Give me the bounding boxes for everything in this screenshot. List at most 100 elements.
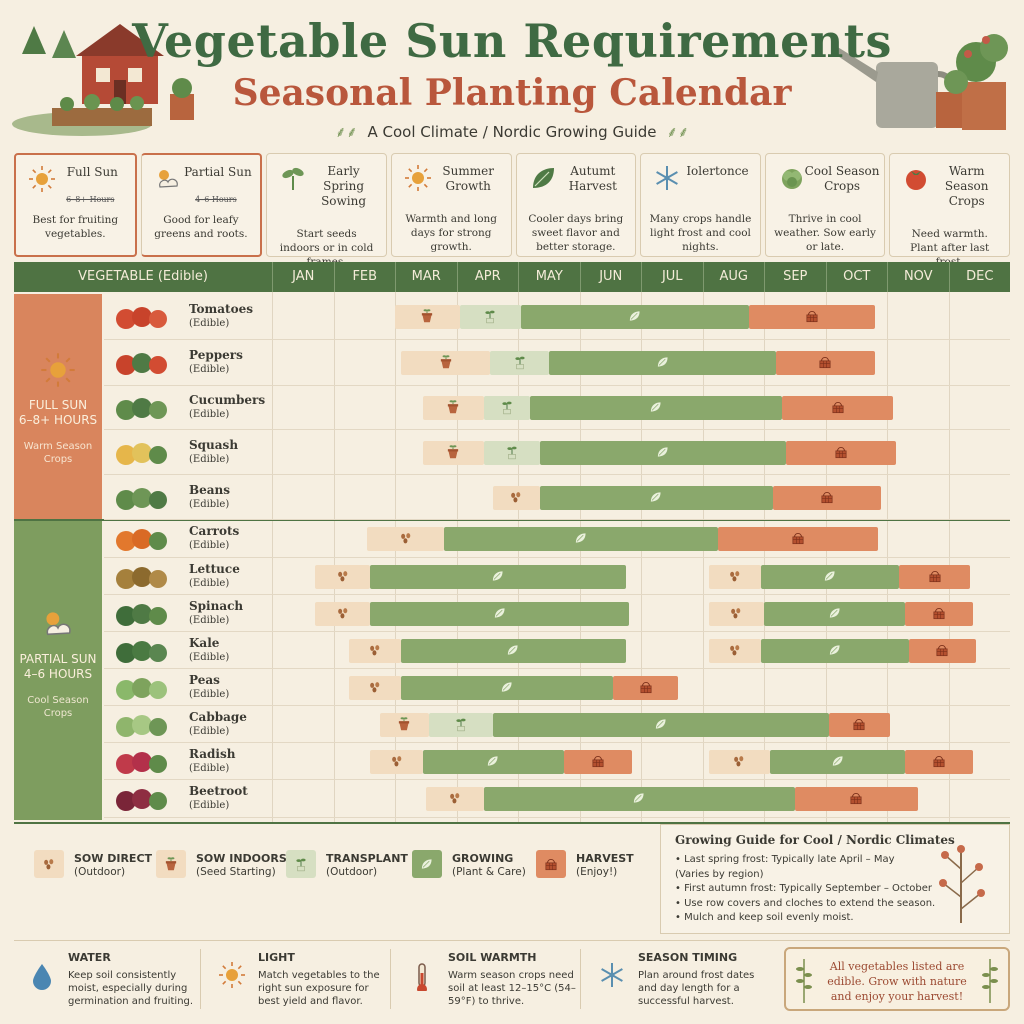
sow-direct-bar bbox=[708, 602, 764, 626]
water-drop-icon bbox=[28, 959, 56, 995]
partial-sun-icon bbox=[154, 165, 182, 193]
info-card: Warm Season Crops Need warmth. Plant afte… bbox=[889, 153, 1010, 268]
wheat-icon bbox=[982, 959, 998, 1003]
vegetable-icon bbox=[116, 751, 167, 774]
harvest-bar bbox=[748, 305, 875, 329]
growing-bar bbox=[539, 486, 774, 510]
seeds-icon bbox=[727, 642, 743, 660]
harvest-bar bbox=[794, 787, 918, 811]
harvest-bar bbox=[828, 713, 891, 737]
vegetable-name: Spinach bbox=[189, 598, 244, 613]
vegetable-row: Kale (Edible) bbox=[104, 632, 1010, 669]
month-header: MAY bbox=[518, 262, 580, 292]
growing-bar bbox=[444, 527, 718, 551]
card-title: Iolertonce bbox=[686, 164, 749, 178]
basket-icon bbox=[590, 753, 606, 771]
month-header: MAR bbox=[395, 262, 457, 292]
vegetable-subtitle: (Edible) bbox=[189, 762, 230, 774]
card-title: Autumt Harvest bbox=[568, 164, 617, 193]
growing-bar bbox=[760, 639, 909, 663]
info-cards: Full Sun 6–8+ Hours Best for fruiting vege… bbox=[14, 153, 1010, 268]
tip-separator bbox=[200, 949, 201, 1009]
vegetable-subtitle: (Edible) bbox=[189, 800, 230, 811]
grow-leaf-icon bbox=[490, 568, 506, 586]
card-description: Best for fruiting vegetables. bbox=[32, 214, 119, 240]
legend-sublabel: (Seed Starting) bbox=[196, 866, 276, 878]
guide-item: • First autumn frost: Typically Septembe… bbox=[675, 883, 933, 894]
vegetable-subtitle: (Edible) bbox=[189, 318, 230, 329]
vegetable-subtitle: (Edible) bbox=[189, 409, 230, 420]
vegetable-name: Peppers bbox=[189, 348, 243, 362]
vegetable-row: Radish (Edible) bbox=[104, 743, 1010, 780]
vegetable-icon bbox=[116, 714, 167, 737]
sow-indoors-bar bbox=[401, 351, 491, 375]
harvest-bar bbox=[908, 639, 977, 663]
pot-icon bbox=[438, 354, 454, 372]
sow-direct-bar bbox=[348, 676, 402, 700]
harvest-bar bbox=[905, 602, 974, 626]
grow-leaf-icon bbox=[655, 444, 671, 462]
harvest-bar bbox=[899, 565, 971, 589]
legend-sublabel: (Enjoy!) bbox=[576, 866, 618, 878]
sun-icon bbox=[28, 165, 56, 193]
sun-icon bbox=[218, 959, 246, 995]
vegetable-subtitle: (Edible) bbox=[189, 614, 230, 626]
harvest-bar bbox=[773, 486, 881, 510]
card-subtitle bbox=[521, 194, 632, 205]
growing-bar bbox=[401, 639, 626, 663]
card-description: Cooler days bring sweet flavor and bette… bbox=[528, 213, 624, 253]
vegetable-icon bbox=[116, 677, 167, 700]
wheat-icon bbox=[796, 959, 812, 1003]
seeds-icon bbox=[367, 679, 383, 697]
vegetable-icon bbox=[116, 487, 167, 510]
card-subtitle: 6–8+ Hours bbox=[66, 195, 115, 204]
calendar-header: VEGETABLE (Edible) JAN FEB MAR APR MAY JUN JUL… bbox=[14, 262, 1010, 292]
vegetable-row: Tomatoes (Edible) bbox=[104, 294, 1010, 340]
band-subtitle: Warm Season Crops bbox=[23, 441, 93, 465]
basket-icon bbox=[931, 605, 947, 623]
vegetable-row: Beans (Edible) bbox=[104, 475, 1010, 520]
snowflake-icon bbox=[598, 959, 626, 995]
sprig-icon: ⸙⸙ bbox=[334, 123, 358, 141]
seeds-icon bbox=[335, 605, 351, 623]
sprout-icon bbox=[453, 716, 469, 734]
sprout-icon bbox=[286, 850, 316, 878]
guide-item: (Varies by region) bbox=[675, 868, 764, 880]
vegetable-icon bbox=[116, 442, 167, 465]
vegetable-icon bbox=[116, 566, 167, 589]
info-card: Early Spring Sowing Start seeds indoors o… bbox=[266, 153, 387, 268]
card-title: Warm Season Crops bbox=[944, 164, 989, 208]
growing-bar bbox=[530, 396, 783, 420]
tagline-text: A Cool Climate / Nordic Growing Guide bbox=[367, 123, 657, 141]
seedling-icon bbox=[279, 164, 307, 192]
harvest-bar bbox=[717, 527, 878, 551]
vegetable-icon bbox=[116, 529, 167, 551]
card-subtitle bbox=[396, 194, 507, 205]
tip-item: SEASON TIMING Plan around frost dates and… bbox=[584, 947, 772, 1013]
pot-icon bbox=[445, 399, 461, 417]
vegetable-icon bbox=[116, 398, 167, 420]
info-card: Summer Growth Warmth and long days for st… bbox=[390, 153, 512, 257]
band-title: FULL SUN 6–8+ HOURS bbox=[18, 398, 98, 427]
grow-leaf-icon bbox=[631, 790, 647, 808]
grow-leaf-icon bbox=[499, 679, 515, 697]
growing-bar bbox=[764, 602, 906, 626]
month-header: APR bbox=[456, 262, 519, 292]
grow-leaf-icon bbox=[492, 605, 508, 623]
header: Vegetable Sun Requirements Seasonal Plan… bbox=[0, 0, 1024, 148]
info-card: Autumt Harvest Cooler days bring sweet fl… bbox=[515, 153, 637, 257]
month-header: NOV bbox=[887, 262, 949, 292]
card-subtitle bbox=[770, 194, 881, 205]
harvest-bar bbox=[782, 396, 894, 420]
sprout-icon bbox=[512, 354, 528, 372]
vegetable-row: Carrots (Edible) bbox=[104, 520, 1010, 558]
card-description: Good for leafy greens and roots. bbox=[154, 214, 248, 240]
growing-bar bbox=[401, 676, 614, 700]
legend-label: TRANSPLANT bbox=[326, 852, 408, 865]
garden-house-illustration bbox=[12, 24, 194, 136]
grow-leaf-icon bbox=[655, 354, 671, 372]
growing-bar bbox=[484, 787, 795, 811]
basket-icon bbox=[819, 489, 835, 507]
tagline: ⸙⸙ A Cool Climate / Nordic Growing Guide ⸙… bbox=[0, 122, 1024, 142]
seeds-icon bbox=[367, 642, 383, 660]
